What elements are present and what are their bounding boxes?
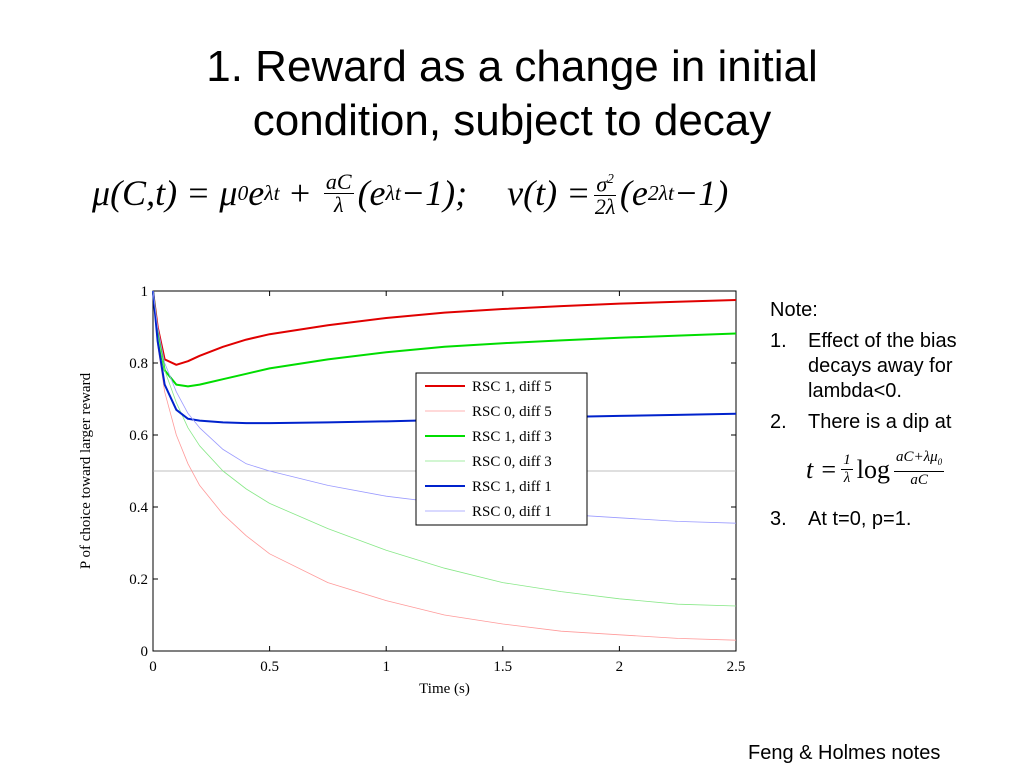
eq-text: −1)	[674, 173, 729, 214]
eq-sup: λt	[385, 180, 401, 205]
f-text: log	[856, 454, 891, 484]
note-text: There is a dip at	[808, 411, 952, 433]
x-tick-label: 0	[149, 659, 157, 675]
legend-label: RSC 1, diff 5	[472, 379, 552, 395]
eq-sup: λt	[264, 180, 280, 205]
note-item: 3. At t=0, p=1.	[770, 507, 1010, 532]
x-tick-label: 2.5	[727, 659, 746, 675]
y-tick-label: 0.2	[129, 572, 148, 588]
eq-text: e	[248, 173, 265, 214]
x-tick-label: 1	[382, 659, 390, 675]
eq-den: 2λ	[594, 194, 616, 220]
marker: 2.	[770, 411, 787, 433]
y-tick-label: 0.8	[129, 356, 148, 372]
x-axis-label: Time (s)	[419, 681, 470, 697]
eq-num: aC	[323, 168, 354, 194]
legend-label: RSC 1, diff 3	[472, 429, 552, 445]
f-text: aC+λμ	[896, 449, 938, 465]
legend-label: RSC 0, diff 1	[472, 504, 552, 520]
eq-text: +	[287, 173, 312, 214]
f-num: aC+λμ0	[894, 449, 945, 472]
eq-sup: 2λt	[647, 180, 674, 205]
marker: 3.	[770, 508, 787, 530]
eq-text: (e	[357, 173, 386, 214]
equation: μ(C,t) = μ 0 e λt + aC λ (e λt −1); v(t) = σ2 2…	[92, 168, 728, 218]
note-item: 2. There is a dip at	[770, 410, 1010, 435]
eq-sup: 2	[607, 171, 614, 186]
f-num: 1	[841, 451, 853, 470]
eq-text: −1);	[400, 173, 468, 214]
f-den: aC	[910, 472, 928, 488]
eq-text: v(t) =	[507, 173, 591, 214]
y-tick-label: 0	[141, 644, 149, 660]
series-line	[152, 290, 737, 607]
y-axis-label: P of choice toward larger reward	[78, 372, 94, 569]
fraction: aC λ	[323, 168, 354, 217]
eq-sub: 0	[237, 180, 249, 205]
f-sub: 0	[937, 457, 943, 467]
eq-den: λ	[333, 191, 344, 217]
notes-heading: Note:	[770, 299, 818, 321]
footer: Feng & Holmes notes	[748, 742, 941, 764]
y-tick-label: 1	[141, 284, 149, 300]
f-den: λ	[843, 469, 851, 486]
x-tick-label: 0.5	[260, 659, 279, 675]
y-tick-label: 0.6	[129, 428, 148, 444]
marker: 1.	[770, 330, 787, 352]
legend-label: RSC 0, diff 3	[472, 454, 552, 470]
legend-label: RSC 1, diff 1	[472, 479, 552, 495]
notes: Note: 1. Effect of the bias decays away f…	[770, 298, 1010, 532]
series-line	[152, 290, 737, 366]
note-text: Effect of the bias decays away for lambd…	[808, 330, 957, 402]
eq-text: (e	[619, 173, 648, 214]
series-line	[152, 290, 737, 641]
x-tick-label: 1.5	[493, 659, 512, 675]
eq-num: σ2	[594, 168, 616, 197]
title-line: condition, subject to decay	[252, 96, 772, 145]
note-text: At t=0, p=1.	[808, 508, 912, 530]
chart: 0 0.5 1 1.5 2 2.5 0 0.2 0.4 0.6 0.8 1 Time (s) P of c…	[78, 284, 746, 697]
f-text: t =	[806, 454, 838, 484]
series-line	[152, 290, 737, 388]
eq-text: σ	[596, 171, 608, 197]
eq-text: μ(C,t) = μ	[92, 173, 238, 214]
note-item: 1. Effect of the bias decays away for lam…	[770, 329, 1010, 404]
y-tick-label: 0.4	[129, 500, 148, 516]
slide-title: 1. Reward as a change in initial conditi…	[0, 40, 1024, 148]
legend-label: RSC 0, diff 5	[472, 404, 552, 420]
fraction: aC+λμ0 aC	[894, 449, 945, 489]
x-tick-label: 2	[616, 659, 624, 675]
legend-box	[415, 372, 588, 526]
fraction: σ2 2λ	[594, 168, 616, 220]
title-line: 1. Reward as a change in initial	[206, 42, 818, 91]
